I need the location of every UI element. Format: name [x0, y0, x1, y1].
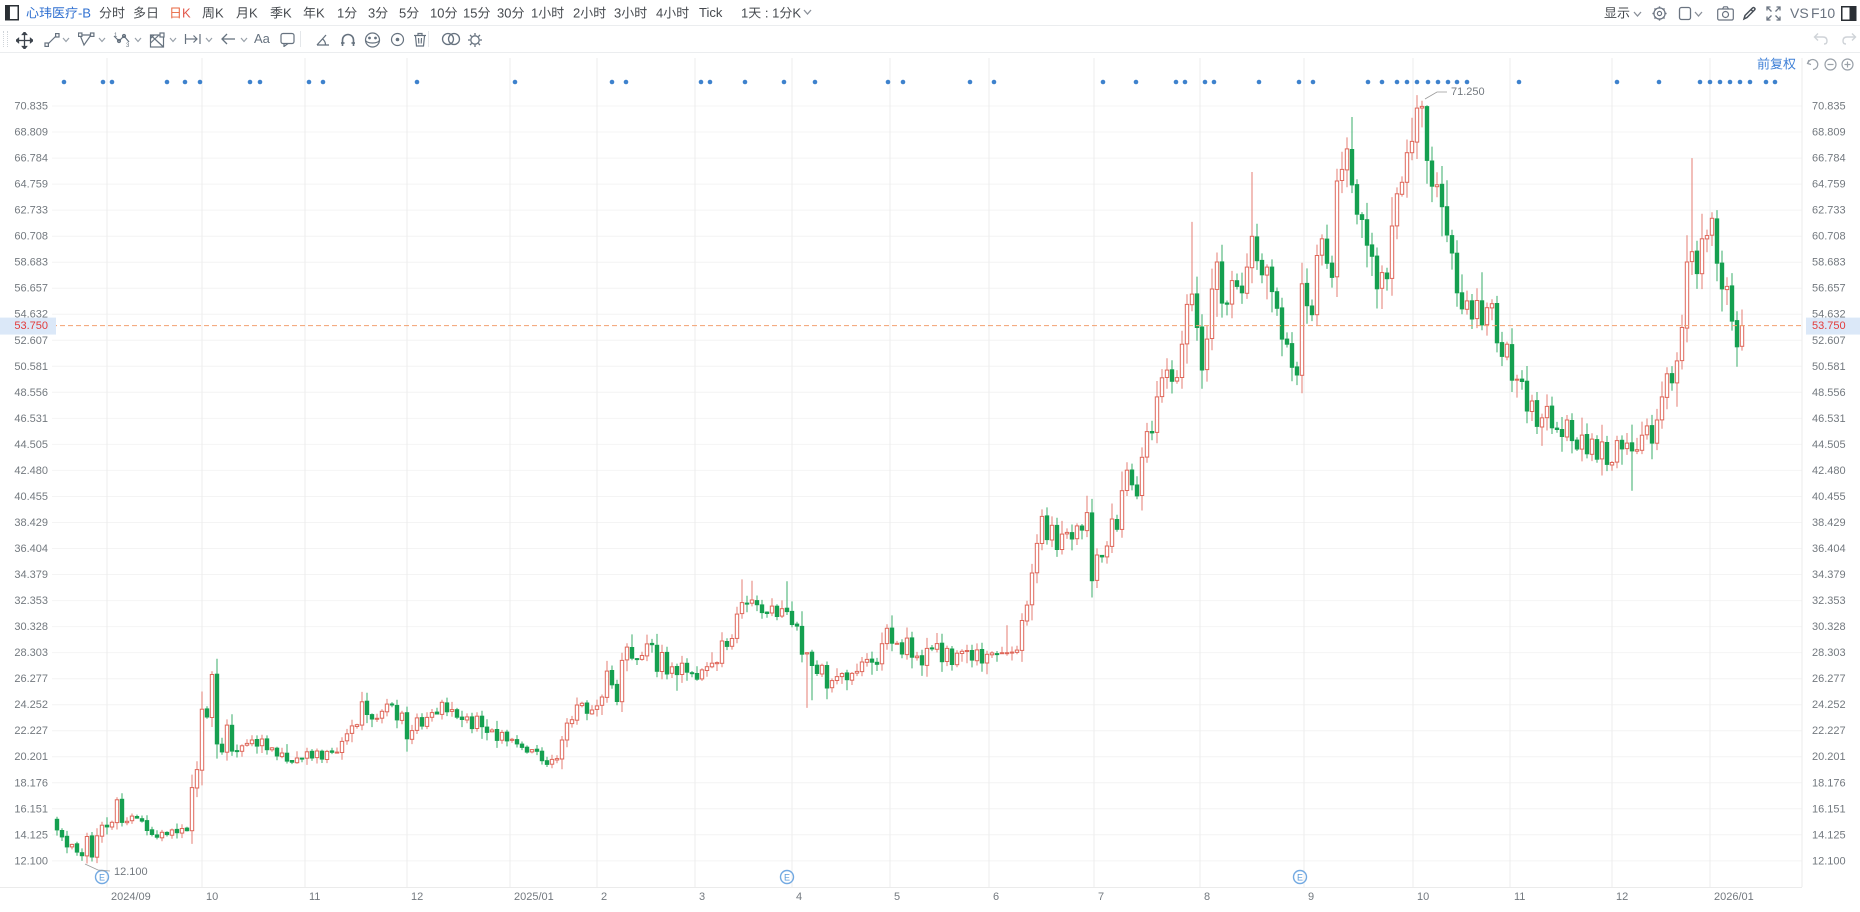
- svg-text:18.176: 18.176: [14, 777, 48, 789]
- svg-text:5: 5: [894, 891, 900, 903]
- svg-text:9: 9: [1308, 891, 1314, 903]
- svg-text:22.227: 22.227: [14, 725, 48, 737]
- svg-text:66.784: 66.784: [1812, 153, 1846, 165]
- svg-text:40.455: 40.455: [14, 491, 48, 503]
- svg-text:32.353: 32.353: [1812, 595, 1846, 607]
- svg-text:28.303: 28.303: [14, 647, 48, 659]
- svg-text:42.480: 42.480: [14, 465, 48, 477]
- svg-text:52.607: 52.607: [14, 335, 48, 347]
- svg-text:68.809: 68.809: [1812, 127, 1846, 139]
- svg-text:62.733: 62.733: [1812, 205, 1846, 217]
- svg-text:2: 2: [601, 891, 607, 903]
- svg-text:2024/09: 2024/09: [111, 891, 151, 903]
- svg-text:16.151: 16.151: [14, 803, 48, 815]
- svg-text:64.759: 64.759: [1812, 179, 1846, 191]
- svg-text:38.429: 38.429: [1812, 517, 1846, 529]
- svg-text:12: 12: [1616, 891, 1628, 903]
- svg-text:22.227: 22.227: [1812, 725, 1846, 737]
- svg-text:26.277: 26.277: [1812, 673, 1846, 685]
- svg-text:56.657: 56.657: [1812, 283, 1846, 295]
- svg-text:2025/01: 2025/01: [514, 891, 554, 903]
- svg-text:10: 10: [206, 891, 218, 903]
- svg-text:58.683: 58.683: [14, 257, 48, 269]
- svg-text:46.531: 46.531: [14, 413, 48, 425]
- svg-text:50.581: 50.581: [14, 361, 48, 373]
- svg-text:3: 3: [699, 891, 705, 903]
- svg-text:24.252: 24.252: [1812, 699, 1846, 711]
- svg-text:64.759: 64.759: [14, 179, 48, 191]
- svg-text:66.784: 66.784: [14, 153, 48, 165]
- svg-text:30.328: 30.328: [1812, 621, 1846, 633]
- svg-text:12.100: 12.100: [1812, 855, 1846, 867]
- svg-text:50.581: 50.581: [1812, 361, 1846, 373]
- svg-text:48.556: 48.556: [1812, 387, 1846, 399]
- svg-text:70.835: 70.835: [14, 101, 48, 113]
- svg-text:70.835: 70.835: [1812, 101, 1846, 113]
- svg-text:E: E: [1297, 873, 1303, 883]
- svg-text:20.201: 20.201: [14, 751, 48, 763]
- svg-text:60.708: 60.708: [14, 231, 48, 243]
- svg-text:40.455: 40.455: [1812, 491, 1846, 503]
- svg-text:2026/01: 2026/01: [1714, 891, 1754, 903]
- svg-text:32.353: 32.353: [14, 595, 48, 607]
- svg-text:12: 12: [411, 891, 423, 903]
- svg-text:58.683: 58.683: [1812, 257, 1846, 269]
- svg-text:10: 10: [1417, 891, 1429, 903]
- svg-text:34.379: 34.379: [14, 569, 48, 581]
- svg-text:60.708: 60.708: [1812, 231, 1846, 243]
- svg-text:53.750: 53.750: [14, 320, 48, 332]
- svg-text:68.809: 68.809: [14, 127, 48, 139]
- svg-text:34.379: 34.379: [1812, 569, 1846, 581]
- svg-text:36.404: 36.404: [1812, 543, 1846, 555]
- svg-text:44.505: 44.505: [1812, 439, 1846, 451]
- svg-text:3: 3: [126, 43, 130, 48]
- svg-text:30.328: 30.328: [14, 621, 48, 633]
- svg-text:42.480: 42.480: [1812, 465, 1846, 477]
- svg-text:E: E: [784, 873, 790, 883]
- svg-text:52.607: 52.607: [1812, 335, 1846, 347]
- svg-text:12.100: 12.100: [14, 855, 48, 867]
- svg-text:11: 11: [309, 891, 320, 903]
- svg-text:24.252: 24.252: [14, 699, 48, 711]
- svg-text:26.277: 26.277: [14, 673, 48, 685]
- svg-text:7: 7: [1098, 891, 1104, 903]
- svg-text:12.100: 12.100: [114, 866, 148, 878]
- svg-text:14.125: 14.125: [14, 829, 48, 841]
- svg-text:56.657: 56.657: [14, 283, 48, 295]
- svg-text:14.125: 14.125: [1812, 829, 1846, 841]
- svg-text:16.151: 16.151: [1812, 803, 1846, 815]
- svg-text:20.201: 20.201: [1812, 751, 1846, 763]
- svg-text:8: 8: [1204, 891, 1210, 903]
- svg-text:62.733: 62.733: [14, 205, 48, 217]
- svg-text:36.404: 36.404: [14, 543, 48, 555]
- svg-text:71.250: 71.250: [1451, 86, 1485, 98]
- svg-text:6: 6: [993, 891, 999, 903]
- svg-text:46.531: 46.531: [1812, 413, 1846, 425]
- svg-text:E: E: [99, 873, 105, 883]
- svg-text:18.176: 18.176: [1812, 777, 1846, 789]
- svg-text:38.429: 38.429: [14, 517, 48, 529]
- svg-text:44.505: 44.505: [14, 439, 48, 451]
- svg-text:53.750: 53.750: [1812, 320, 1846, 332]
- svg-text:4: 4: [796, 891, 802, 903]
- svg-text:11: 11: [1514, 891, 1525, 903]
- svg-text:28.303: 28.303: [1812, 647, 1846, 659]
- svg-text:1: 1: [114, 33, 118, 39]
- svg-text:48.556: 48.556: [14, 387, 48, 399]
